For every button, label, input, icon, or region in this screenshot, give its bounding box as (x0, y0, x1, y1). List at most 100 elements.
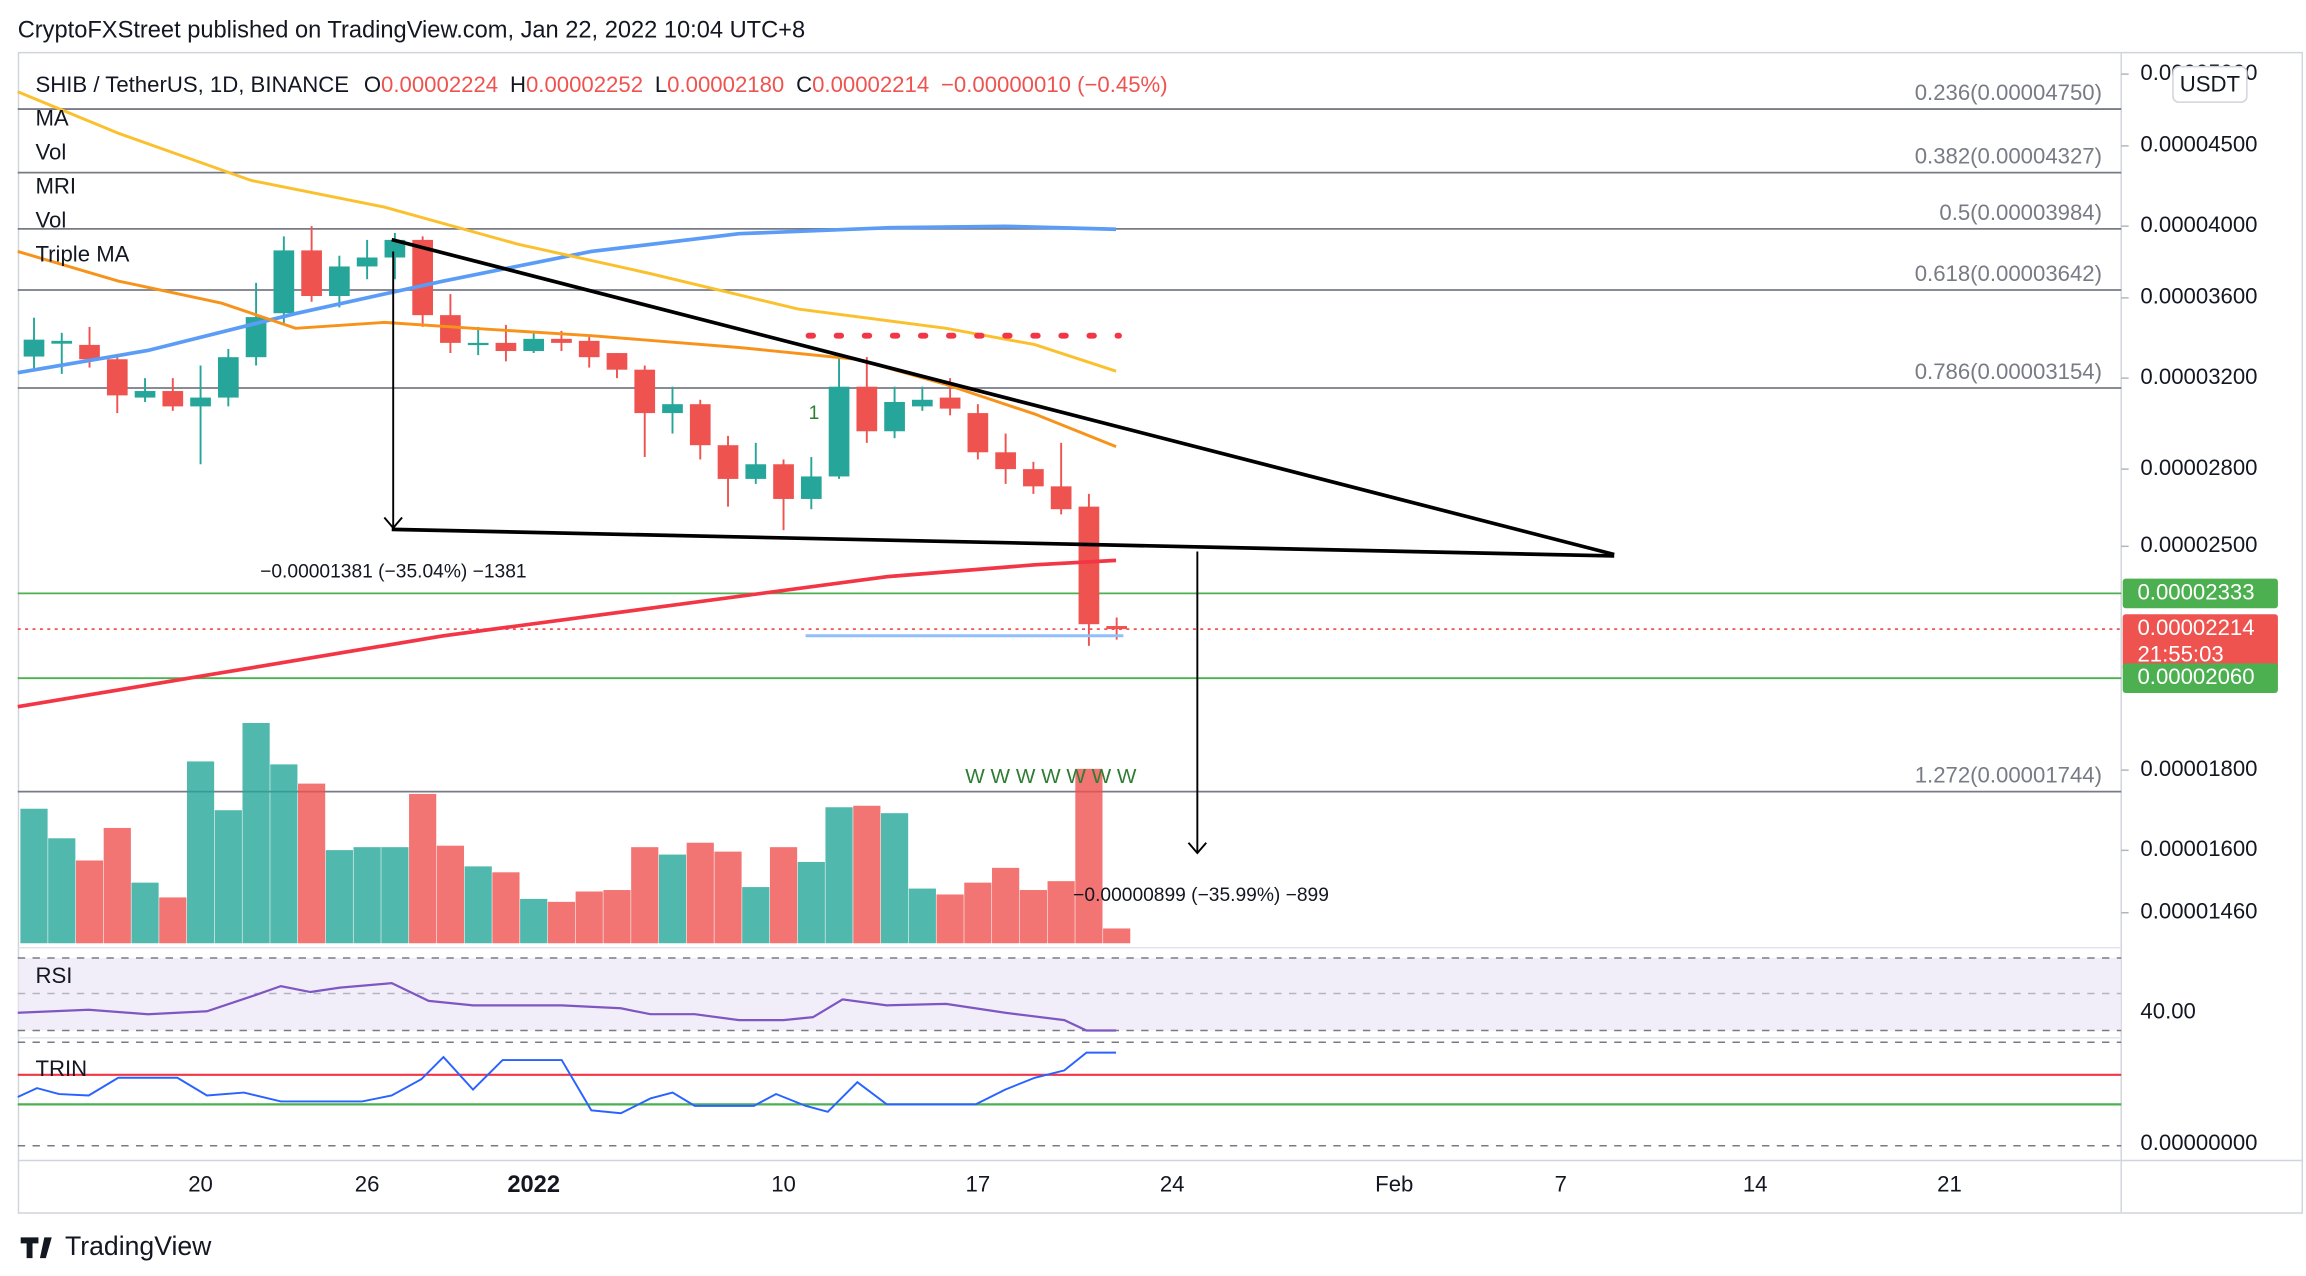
y-tick-label: 0.00002500 (2140, 532, 2257, 557)
volume-bar (131, 882, 159, 944)
candle-body (412, 239, 433, 316)
volume-bar (964, 882, 992, 944)
fib-label: 0.236(0.00004750) (1915, 80, 2102, 105)
volume-bar (214, 810, 242, 944)
candle-body (634, 369, 656, 414)
volume-bar (1019, 890, 1047, 944)
volume-bar (298, 783, 326, 944)
y-tick-label: 0.00001600 (2140, 836, 2257, 861)
candle-body (217, 357, 239, 398)
y-tick-label: 0.00003200 (2140, 364, 2257, 389)
ohlc-key: C (796, 72, 812, 97)
ma-orange (17, 250, 1117, 448)
y-tick-label: 0.00003600 (2140, 284, 2257, 309)
indicator-name: Vol (35, 140, 66, 165)
ma-yellow (17, 90, 1117, 373)
volume-bar (242, 722, 270, 944)
signal-marks: W W W W W W W (965, 765, 1137, 788)
ohlc-value: 0.00002252 (526, 72, 643, 97)
volume-bar (1103, 928, 1131, 944)
volume-bar (492, 872, 520, 944)
x-tick-label: 24 (1160, 1172, 1185, 1197)
volume-bar (1075, 768, 1103, 944)
candle-body (856, 386, 878, 432)
measure-label: −0.00001381 (−35.04%) −1381 (260, 561, 526, 582)
price-badge (2122, 614, 2278, 671)
x-tick-label: Feb (1375, 1172, 1413, 1197)
candle-body (800, 476, 822, 499)
ohlc-key: H (510, 72, 526, 97)
x-tick-label: 10 (771, 1172, 796, 1197)
candle-body (1078, 506, 1100, 625)
measure-label: −0.00000899 (−35.99%) −899 (1073, 885, 1329, 906)
candle-body (717, 445, 739, 479)
volume-bar (1047, 881, 1075, 944)
price-countdown: 21:55:03 (2137, 642, 2223, 667)
candle-body (939, 397, 961, 409)
x-tick-label: 7 (1555, 1172, 1567, 1197)
candle-body (51, 340, 73, 344)
volume-bar (325, 850, 353, 944)
fib-label: 0.786(0.00003154) (1915, 359, 2102, 384)
price-badge (2122, 578, 2278, 609)
volume-bar (103, 827, 131, 944)
volume-bar (547, 901, 576, 944)
candle-body (689, 404, 711, 446)
ohlc-value: 0.00002224 (381, 72, 498, 97)
candle-body (106, 359, 128, 396)
ma-blue (17, 224, 1117, 375)
trendline (391, 527, 1615, 558)
volume-bar (686, 842, 714, 944)
candle-body (162, 391, 184, 407)
candle-body (884, 401, 905, 432)
volume-bar (381, 847, 409, 944)
candle-body (329, 266, 350, 297)
volume-bar (880, 813, 909, 944)
x-tick-label: 2022 (507, 1172, 560, 1198)
candle-body (384, 239, 406, 258)
volume-bar (825, 807, 853, 944)
volume-bar (520, 898, 548, 944)
candle-body (911, 399, 933, 407)
currency[interactable]: USDT (2180, 72, 2241, 97)
volume-bar (575, 891, 603, 944)
ohlc-key: O (364, 72, 381, 97)
indicator-name: MRI (35, 174, 76, 199)
symbol: SHIB / TetherUS, 1D, BINANCE (35, 72, 349, 97)
volume-bar (353, 847, 381, 944)
fib-label: 1.272(0.00001744) (1915, 763, 2102, 788)
volume-bar (159, 897, 187, 944)
candle-body (495, 342, 517, 352)
candle-body (190, 397, 211, 407)
volume-bar (186, 761, 215, 944)
volume-bar (797, 861, 825, 944)
candle-body (245, 317, 267, 358)
volume-bar (631, 847, 659, 944)
volume-bar (714, 851, 742, 944)
candle-body (23, 339, 45, 357)
trendline (391, 237, 1615, 557)
published-line: CryptoFXStreet published on TradingView.… (18, 17, 805, 43)
trin-line (17, 1051, 1117, 1115)
price-badge-label: 0.00002060 (2137, 664, 2254, 689)
volume-bar (464, 866, 492, 944)
candle-body (745, 464, 767, 479)
symbol-line: SHIB / TetherUS, 1D, BINANCE O0.00002224 H… (35, 72, 1167, 97)
y-tick-label: 0.00004500 (2140, 132, 2257, 157)
indicator-name: MA (35, 106, 68, 131)
volume-bar (936, 894, 964, 944)
candle-body (967, 413, 989, 453)
candle-body (606, 353, 628, 370)
candle-body (79, 344, 100, 360)
x-tick-label: 26 (355, 1172, 380, 1197)
y-tick-label: 0.00001800 (2140, 756, 2257, 781)
frame (17, 51, 2304, 1214)
ohlc-change: −0.00000010 (−0.45%) (941, 72, 1168, 97)
candle-body (467, 342, 489, 346)
currency-badge[interactable] (2172, 65, 2248, 103)
price-badge (2122, 663, 2278, 693)
candle-body (440, 315, 461, 343)
volume-bar (658, 854, 687, 944)
